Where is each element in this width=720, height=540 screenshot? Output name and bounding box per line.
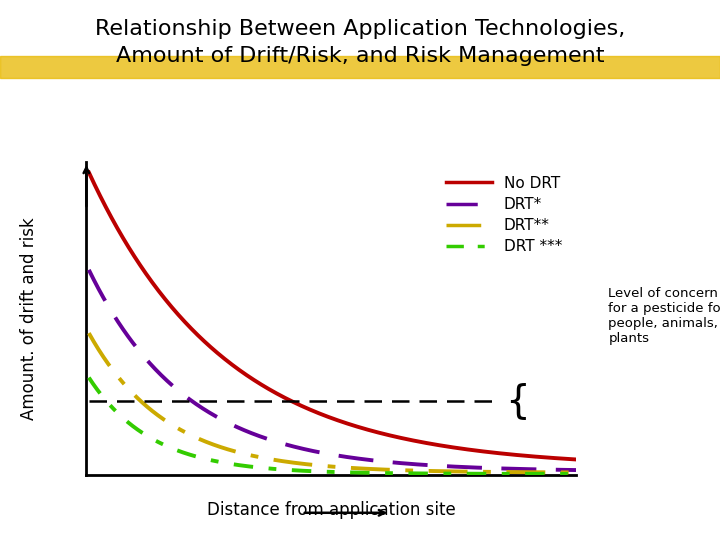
Text: Amount of Drift/Risk, and Risk Management: Amount of Drift/Risk, and Risk Managemen…: [116, 46, 604, 66]
Legend: No DRT, DRT*, DRT**, DRT ***: No DRT, DRT*, DRT**, DRT ***: [440, 170, 568, 260]
Text: {: {: [505, 382, 530, 420]
Text: Relationship Between Application Technologies,: Relationship Between Application Technol…: [95, 19, 625, 39]
Text: Level of concern
for a pesticide for
people, animals,
plants: Level of concern for a pesticide for peo…: [608, 287, 720, 345]
Text: Distance from application site: Distance from application site: [207, 501, 456, 519]
Text: Amount. of drift and risk: Amount. of drift and risk: [19, 217, 38, 420]
